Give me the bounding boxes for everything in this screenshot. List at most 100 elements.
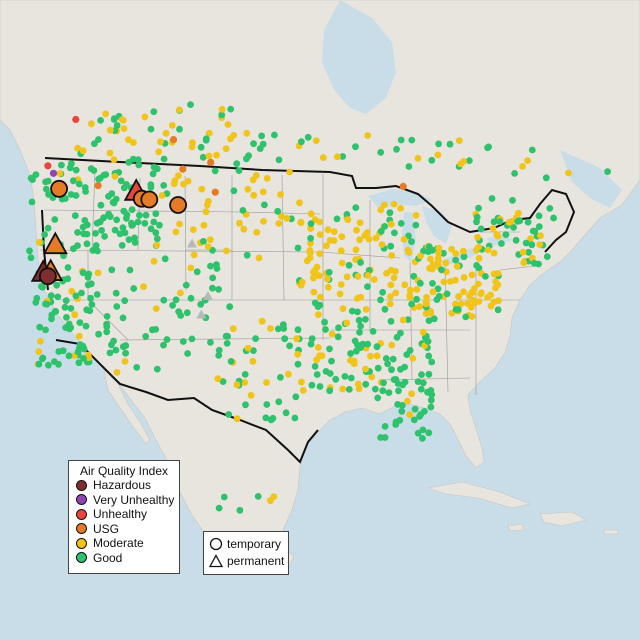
good-monitor-dot bbox=[362, 380, 370, 388]
moderate-monitor-dot bbox=[434, 151, 442, 159]
good-monitor-dot bbox=[335, 324, 342, 332]
good-monitor-dot bbox=[397, 136, 405, 144]
legend-title: Air Quality Index bbox=[79, 464, 169, 478]
moderate-monitor-dot bbox=[536, 241, 544, 249]
moderate-monitor-dot bbox=[354, 380, 362, 388]
good-monitor-dot bbox=[294, 360, 302, 368]
good-monitor-dot bbox=[364, 283, 371, 290]
good-monitor-dot bbox=[477, 225, 485, 233]
moderate-monitor-dot bbox=[120, 125, 128, 132]
moderate-monitor-dot bbox=[361, 232, 369, 239]
good-monitor-dot bbox=[108, 266, 116, 274]
moderate-monitor-dot bbox=[267, 325, 274, 332]
good-monitor-dot bbox=[223, 340, 231, 347]
good-monitor-dot bbox=[381, 223, 389, 230]
good-monitor-dot bbox=[292, 393, 300, 401]
good-monitor-dot bbox=[250, 140, 257, 148]
moderate-monitor-dot bbox=[460, 158, 468, 165]
good-monitor-dot bbox=[357, 344, 364, 351]
moderate-monitor-dot bbox=[263, 379, 270, 386]
gulf-st-lawrence bbox=[560, 150, 622, 208]
moderate-monitor-dot bbox=[434, 254, 442, 262]
good-monitor-dot bbox=[347, 374, 355, 382]
good-monitor-dot bbox=[109, 198, 117, 206]
good-monitor-dot bbox=[42, 185, 50, 193]
moderate-monitor-dot bbox=[240, 225, 248, 233]
good-monitor-dot bbox=[243, 155, 250, 163]
good-monitor-dot bbox=[59, 347, 67, 355]
good-monitor-dot bbox=[377, 227, 385, 235]
legend-item-good: Good bbox=[69, 551, 179, 566]
good-monitor-dot bbox=[197, 143, 205, 151]
good-monitor-dot bbox=[55, 360, 62, 368]
moderate-monitor-dot bbox=[177, 289, 184, 297]
moderate-monitor-dot bbox=[378, 241, 386, 249]
usg-temporary-marker bbox=[169, 136, 178, 144]
moderate-monitor-dot bbox=[401, 281, 409, 289]
good-monitor-dot bbox=[274, 325, 282, 333]
good-monitor-dot bbox=[321, 318, 328, 326]
moderate-monitor-dot bbox=[314, 311, 322, 318]
good-monitor-dot bbox=[113, 303, 121, 310]
good-monitor-dot bbox=[380, 379, 387, 387]
good-monitor-dot bbox=[110, 337, 117, 345]
moderate-monitor-dot bbox=[37, 338, 44, 345]
moderate-monitor-dot bbox=[204, 243, 212, 251]
moderate-monitor-dot bbox=[338, 259, 346, 267]
good-monitor-dot bbox=[524, 218, 532, 226]
moderate-monitor-dot bbox=[102, 110, 109, 118]
moderate-monitor-dot bbox=[35, 348, 43, 355]
good-monitor-dot bbox=[535, 223, 543, 231]
good-monitor-dot bbox=[94, 247, 101, 255]
good-monitor-dot bbox=[32, 171, 40, 179]
moderate-monitor-dot bbox=[370, 276, 378, 283]
moderate-monitor-dot bbox=[408, 390, 415, 398]
good-monitor-dot bbox=[150, 108, 158, 116]
moderate-monitor-dot bbox=[414, 154, 422, 162]
good-monitor-dot bbox=[76, 319, 84, 326]
moderate-monitor-dot bbox=[529, 254, 536, 262]
moderate-monitor-dot bbox=[527, 235, 534, 243]
good-monitor-dot bbox=[281, 335, 289, 343]
good-monitor-dot bbox=[271, 131, 278, 139]
moderate-monitor-dot bbox=[324, 226, 332, 234]
good-monitor-dot bbox=[69, 177, 77, 185]
moderate-monitor-dot bbox=[388, 252, 396, 259]
legend-item-moderate: Moderate bbox=[69, 536, 179, 551]
moderate-monitor-dot bbox=[362, 365, 369, 373]
moderate-monitor-dot bbox=[419, 328, 427, 336]
moderate-monitor-dot bbox=[354, 295, 361, 302]
good-monitor-dot bbox=[410, 272, 418, 280]
moderate-monitor-dot bbox=[484, 293, 492, 301]
good-monitor-dot bbox=[275, 156, 283, 164]
good-monitor-dot bbox=[213, 261, 220, 268]
moderate-monitor-dot bbox=[187, 264, 195, 272]
good-monitor-dot bbox=[128, 219, 135, 227]
moderate-monitor-dot bbox=[343, 319, 351, 327]
good-monitor-dot bbox=[215, 346, 223, 354]
good-monitor-dot bbox=[130, 285, 138, 292]
moderate-monitor-dot bbox=[475, 254, 483, 262]
good-monitor-dot bbox=[156, 221, 163, 229]
good-monitor-dot bbox=[443, 290, 451, 298]
good-monitor-dot bbox=[514, 218, 522, 225]
moderate-monitor-dot bbox=[79, 147, 87, 155]
good-monitor-dot bbox=[87, 280, 95, 288]
good-monitor-dot bbox=[68, 160, 75, 168]
moderate-monitor-dot bbox=[490, 270, 498, 278]
moderate-monitor-dot bbox=[447, 278, 454, 285]
good-monitor-dot bbox=[62, 195, 69, 202]
moderate-monitor-dot bbox=[314, 344, 322, 351]
good-monitor-dot bbox=[103, 328, 111, 336]
good-monitor-dot bbox=[261, 201, 268, 209]
good-monitor-dot bbox=[398, 402, 406, 409]
good-monitor-dot bbox=[72, 292, 80, 300]
aqi-legend: Air Quality Index Hazardous Very Unhealt… bbox=[68, 460, 180, 574]
good-monitor-dot bbox=[147, 184, 155, 191]
good-monitor-dot bbox=[440, 249, 447, 257]
moderate-monitor-dot bbox=[508, 218, 516, 225]
good-monitor-dot bbox=[425, 352, 433, 360]
good-monitor-dot bbox=[311, 363, 319, 370]
good-monitor-dot bbox=[241, 371, 249, 378]
good-monitor-dot bbox=[381, 305, 389, 313]
